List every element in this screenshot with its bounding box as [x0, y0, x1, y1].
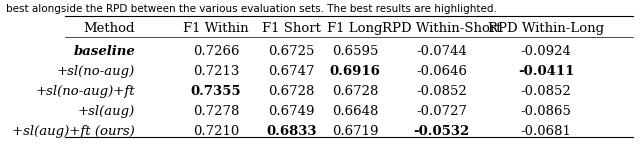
Text: +sl(no-aug)+ft: +sl(no-aug)+ft: [35, 85, 135, 98]
Text: Method: Method: [83, 22, 135, 35]
Text: 0.6833: 0.6833: [266, 125, 317, 138]
Text: -0.0852: -0.0852: [520, 85, 572, 98]
Text: 0.7213: 0.7213: [193, 65, 239, 78]
Text: +sl(aug)+ft (ours): +sl(aug)+ft (ours): [12, 125, 135, 138]
Text: +sl(no-aug): +sl(no-aug): [57, 65, 135, 78]
Text: -0.0532: -0.0532: [413, 125, 470, 138]
Text: 0.6725: 0.6725: [268, 45, 314, 58]
Text: -0.0411: -0.0411: [518, 65, 574, 78]
Text: RPD Within-Short: RPD Within-Short: [382, 22, 502, 35]
Text: RPD Within-Long: RPD Within-Long: [488, 22, 604, 35]
Text: 0.6747: 0.6747: [268, 65, 314, 78]
Text: best alongside the RPD between the various evaluation sets. The best results are: best alongside the RPD between the vario…: [6, 4, 497, 14]
Text: 0.6728: 0.6728: [332, 85, 378, 98]
Text: F1 Short: F1 Short: [262, 22, 321, 35]
Text: F1 Long: F1 Long: [327, 22, 383, 35]
Text: 0.6749: 0.6749: [268, 105, 314, 118]
Text: -0.0744: -0.0744: [417, 45, 467, 58]
Text: -0.0727: -0.0727: [416, 105, 467, 118]
Text: 0.6916: 0.6916: [330, 65, 380, 78]
Text: -0.0924: -0.0924: [520, 45, 572, 58]
Text: 0.7266: 0.7266: [193, 45, 239, 58]
Text: 0.6719: 0.6719: [332, 125, 378, 138]
Text: -0.0865: -0.0865: [520, 105, 572, 118]
Text: +sl(aug): +sl(aug): [77, 105, 135, 118]
Text: 0.6648: 0.6648: [332, 105, 378, 118]
Text: baseline: baseline: [73, 45, 135, 58]
Text: -0.0852: -0.0852: [417, 85, 467, 98]
Text: -0.0681: -0.0681: [520, 125, 572, 138]
Text: 0.7278: 0.7278: [193, 105, 239, 118]
Text: 0.7355: 0.7355: [191, 85, 241, 98]
Text: 0.6728: 0.6728: [268, 85, 314, 98]
Text: 0.6595: 0.6595: [332, 45, 378, 58]
Text: F1 Within: F1 Within: [183, 22, 249, 35]
Text: 0.7210: 0.7210: [193, 125, 239, 138]
Text: -0.0646: -0.0646: [416, 65, 467, 78]
